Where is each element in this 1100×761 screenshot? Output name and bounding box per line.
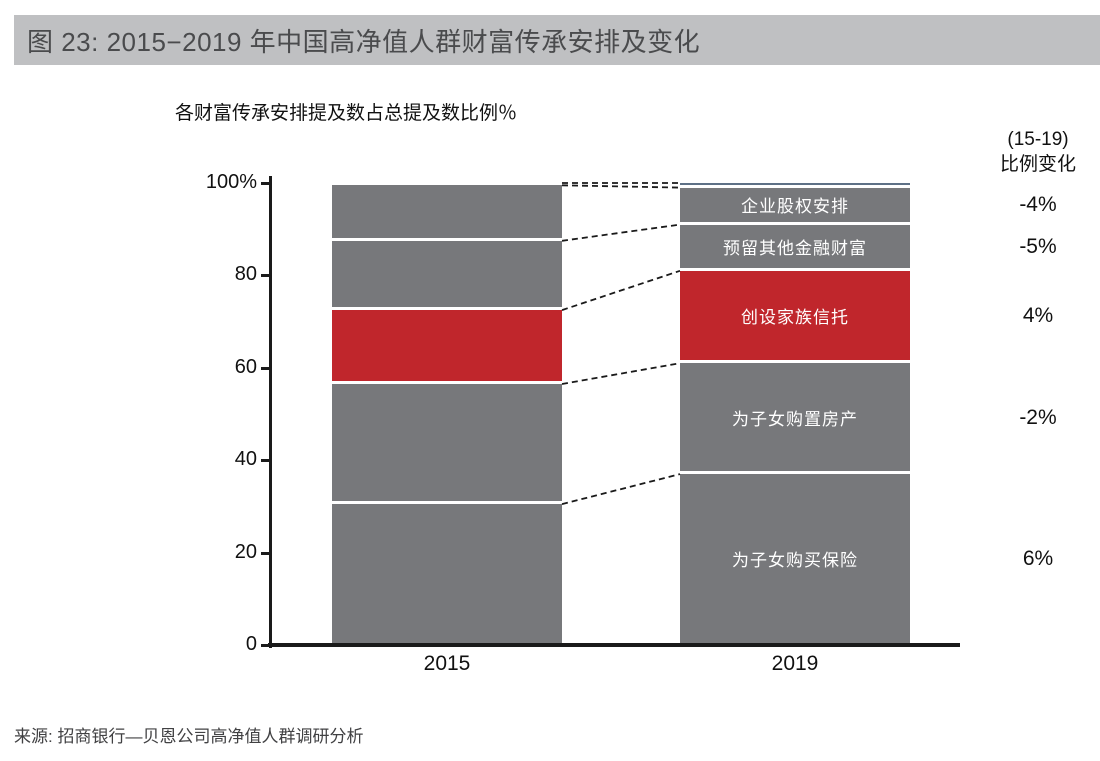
segment-label: 为子女购买保险 (732, 551, 858, 571)
change-column-header: (15-19) 比例变化 (968, 127, 1100, 177)
y-axis (269, 176, 272, 648)
bar-segment: 企业股权安排 (680, 187, 910, 222)
source-note: 来源: 招商银行—贝恩公司高净值人群调研分析 (14, 727, 364, 746)
bar-segment (332, 384, 562, 502)
segment-label: 企业股权安排 (741, 197, 849, 217)
y-tick-label: 100% (205, 171, 257, 193)
y-tick-mark (261, 366, 269, 370)
bar-segment: 为子女购置房产 (680, 363, 910, 472)
bar-segment (332, 504, 562, 643)
bar-segment (332, 240, 562, 308)
y-tick-label: 0 (245, 633, 257, 655)
y-tick-mark (261, 551, 269, 555)
bar-segment-top-strip (680, 183, 910, 185)
x-category-label: 2015 (423, 652, 471, 675)
segment-label: 创设家族信托 (741, 307, 849, 327)
change-value: 4% (1022, 304, 1054, 327)
bar-segment (332, 185, 562, 238)
bar-segment (332, 310, 562, 381)
bar-segment: 为子女购买保险 (680, 474, 910, 643)
y-tick-mark (261, 274, 269, 278)
x-category-label: 2019 (771, 652, 819, 675)
chart-axis-title: 各财富传承安排提及数占总提及数比例％ (175, 103, 518, 124)
figure-title-banner: 图 23: 2015−2019 年中国高净值人群财富传承安排及变化 (14, 15, 1100, 65)
change-column-header-line1: (15-19) (1007, 129, 1069, 150)
x-axis (268, 643, 960, 647)
y-tick-label: 80 (234, 263, 257, 286)
y-tick-label: 60 (234, 355, 257, 378)
change-value: -5% (1019, 234, 1057, 258)
y-tick-label: 20 (234, 540, 257, 563)
change-column-header-line2: 比例变化 (999, 154, 1076, 175)
y-tick-label: 40 (234, 448, 257, 471)
change-value: -4% (1019, 193, 1057, 217)
y-tick-mark (261, 644, 269, 647)
figure-title: 图 23: 2015−2019 年中国高净值人群财富传承安排及变化 (27, 26, 701, 57)
bar-segment: 创设家族信托 (680, 270, 910, 361)
segment-label: 预留其他金融财富 (723, 238, 867, 258)
y-tick-mark (261, 182, 269, 185)
change-value: 6% (1022, 546, 1054, 570)
bar-segment: 预留其他金融财富 (680, 224, 910, 268)
segment-label: 为子女购置房产 (732, 409, 858, 429)
y-tick-mark (261, 459, 269, 463)
change-value: -2% (1019, 405, 1057, 429)
